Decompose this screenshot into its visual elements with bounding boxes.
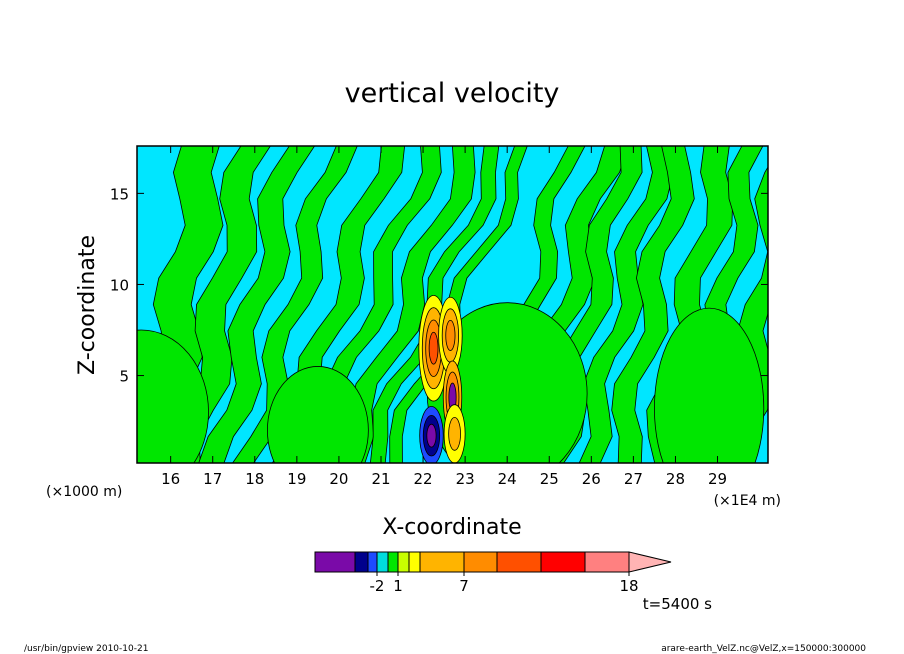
x-tick-label: 19 bbox=[287, 470, 306, 488]
plot-frame bbox=[136, 145, 769, 464]
x-axis-ticks: 16 17 18 19 20 21 22 23 24 25 26 27 28 29 bbox=[161, 146, 727, 488]
x-tick-label: 22 bbox=[414, 470, 433, 488]
colorbar-tick-label: -2 bbox=[370, 577, 385, 595]
colorbar-tick-label: 7 bbox=[459, 577, 469, 595]
x-tick-label: 17 bbox=[203, 470, 222, 488]
green-band bbox=[232, 146, 358, 463]
colorbar-swatch bbox=[496, 551, 542, 573]
colorbar-tick-label: 18 bbox=[619, 577, 638, 595]
green-region bbox=[654, 307, 765, 463]
green-band bbox=[578, 146, 674, 463]
x-tick-label: 21 bbox=[371, 470, 390, 488]
green-band bbox=[169, 146, 271, 463]
chart-title: vertical velocity bbox=[345, 78, 560, 109]
colorbar-swatch bbox=[397, 551, 410, 573]
colorbar: -2 1 7 18 bbox=[314, 551, 672, 595]
green-band bbox=[198, 146, 316, 463]
x-tick-label: 23 bbox=[456, 470, 475, 488]
colorbar-arrow bbox=[628, 551, 672, 573]
time-label: t=5400 s bbox=[643, 595, 712, 613]
cell-contour bbox=[428, 331, 439, 365]
colorbar-swatch bbox=[376, 551, 389, 573]
x-tick-label: 16 bbox=[161, 470, 180, 488]
y-tick-label: 15 bbox=[110, 185, 129, 203]
colorbar-swatch bbox=[367, 551, 378, 573]
x-tick-label: 27 bbox=[624, 470, 643, 488]
y-tick-label: 5 bbox=[119, 368, 129, 386]
colorbar-swatch bbox=[387, 551, 399, 573]
y-tick-label: 10 bbox=[110, 276, 129, 294]
green-band bbox=[343, 146, 476, 463]
cell-contour bbox=[445, 319, 456, 351]
colorbar-swatch bbox=[584, 551, 630, 573]
y-axis-ticks: 5 10 15 bbox=[110, 185, 768, 386]
colorbar-swatch bbox=[314, 551, 356, 573]
green-region bbox=[137, 329, 209, 463]
footer-right: arare-earth_VelZ.nc@VelZ,x=150000:300000 bbox=[661, 644, 866, 654]
x-scale-note: (×1E4 m) bbox=[714, 493, 781, 509]
colorbar-tick-label: 1 bbox=[393, 577, 403, 595]
x-tick-label: 18 bbox=[245, 470, 264, 488]
convective-cells bbox=[418, 294, 466, 463]
colorbar-swatch bbox=[354, 551, 369, 573]
colorbar-swatch bbox=[463, 551, 498, 573]
y-axis-label: Z-coordinate bbox=[75, 235, 100, 375]
plot-area bbox=[137, 146, 768, 463]
x-tick-label: 25 bbox=[540, 470, 559, 488]
colorbar-swatch bbox=[540, 551, 586, 573]
green-band bbox=[611, 146, 695, 463]
footer-left: /usr/bin/gpview 2010-10-21 bbox=[24, 644, 148, 654]
x-tick-label: 29 bbox=[708, 470, 727, 488]
x-axis-label: X-coordinate bbox=[382, 515, 521, 540]
green-region bbox=[267, 366, 369, 463]
cell-contour bbox=[426, 423, 437, 448]
colorbar-swatch bbox=[408, 551, 421, 573]
x-tick-label: 26 bbox=[582, 470, 601, 488]
y-scale-note: (×1000 m) bbox=[46, 484, 122, 500]
cell-contour bbox=[448, 416, 461, 451]
x-tick-label: 24 bbox=[498, 470, 517, 488]
x-tick-label: 20 bbox=[329, 470, 348, 488]
x-tick-label: 28 bbox=[666, 470, 685, 488]
colorbar-swatch bbox=[419, 551, 465, 573]
